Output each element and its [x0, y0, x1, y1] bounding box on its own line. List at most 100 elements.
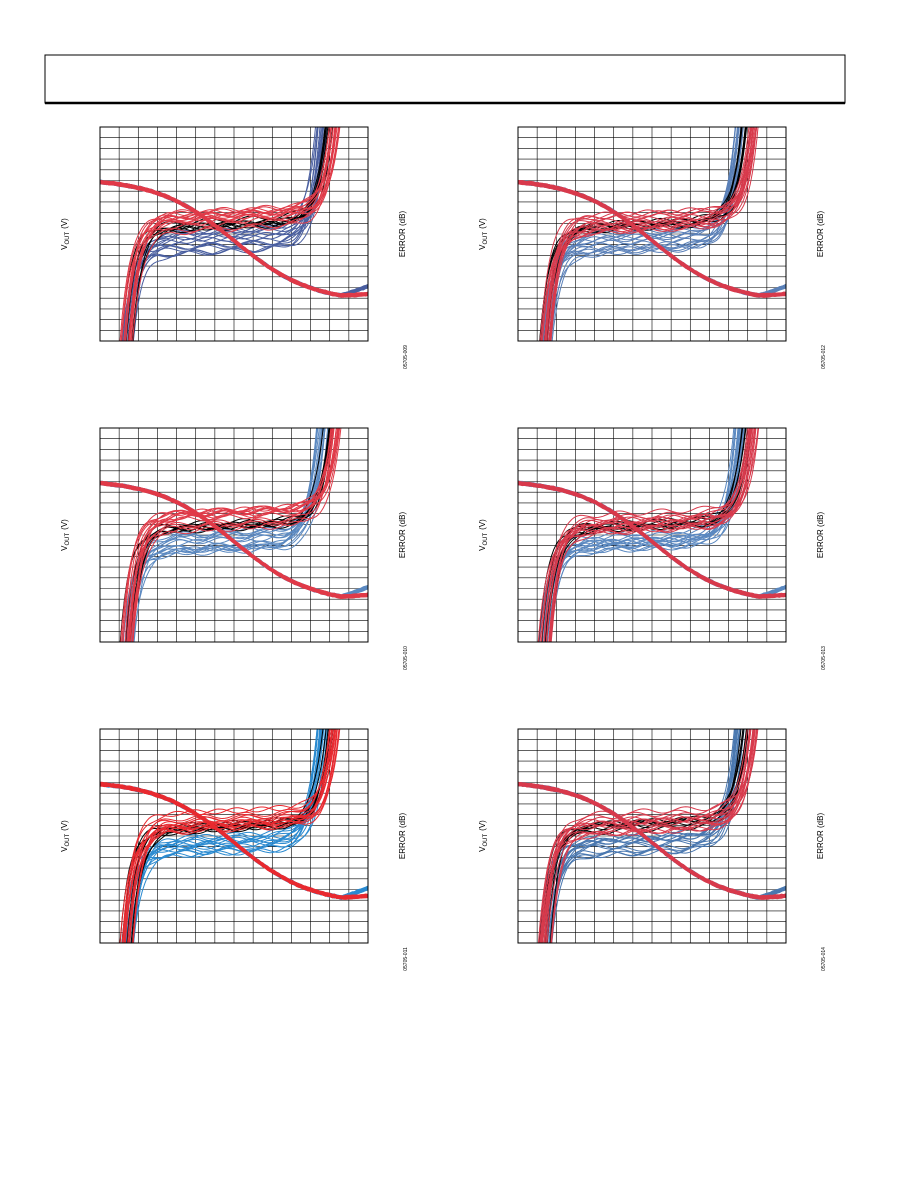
label-main: V: [60, 244, 69, 250]
vout-curve: [125, 127, 332, 341]
vout-curve: [127, 428, 332, 642]
y-axis-label: VOUT (V): [60, 519, 71, 551]
vout-curve: [545, 428, 735, 642]
vout-curve: [550, 127, 752, 341]
vout-curve: [132, 127, 321, 341]
vout-curve: [119, 729, 333, 943]
vout-curve: [549, 127, 736, 341]
vout-curve: [127, 428, 332, 642]
vout-curve: [550, 127, 740, 341]
y2-axis-label: ERROR (dB): [398, 211, 407, 258]
vout-curve: [125, 127, 337, 341]
label-unit: (V): [60, 820, 69, 831]
curves: [100, 127, 368, 341]
vout-curve: [545, 428, 749, 642]
vout-curve: [544, 428, 741, 642]
vout-curve: [132, 428, 339, 642]
vout-curve: [130, 428, 320, 642]
vout-curve: [549, 729, 740, 943]
vout-curve: [127, 428, 341, 642]
vout-curve: [540, 127, 756, 341]
vout-curve: [131, 428, 330, 642]
label-sub: OUT: [65, 834, 71, 847]
label-main: V: [478, 545, 487, 551]
vout-curve: [542, 729, 751, 943]
vout-curve: [128, 428, 324, 642]
vout-curve: [124, 428, 340, 642]
error-curve: [100, 480, 368, 596]
curves: [518, 729, 786, 943]
vout-curve: [551, 729, 737, 943]
error-curve: [100, 179, 368, 295]
vout-curve: [540, 428, 742, 642]
vout-curve: [549, 428, 751, 642]
vout-curve: [132, 127, 336, 341]
vout-curve: [540, 428, 743, 642]
figure-code: 05705-014: [821, 947, 827, 971]
vout-curve: [539, 428, 757, 642]
vout-curve: [125, 127, 334, 341]
curves: [100, 729, 368, 943]
vout-curve: [545, 428, 750, 642]
vout-curve: [127, 428, 326, 642]
label-unit: (V): [478, 820, 487, 831]
vout-curve: [548, 428, 753, 642]
vout-curve: [542, 127, 740, 341]
plot-frame: [99, 126, 369, 342]
vout-curve: [546, 428, 743, 642]
label-main: V: [60, 846, 69, 852]
vout-curve: [545, 127, 759, 341]
vout-curve: [123, 729, 333, 943]
label-sub: OUT: [483, 533, 489, 546]
vout-curve: [550, 428, 754, 642]
label-main: V: [60, 545, 69, 551]
y-axis-label: VOUT (V): [60, 820, 71, 852]
vout-curve: [121, 428, 318, 642]
vout-curve: [128, 428, 332, 642]
y-axis-label: VOUT (V): [60, 218, 71, 250]
vout-curve: [127, 729, 338, 943]
vout-curve: [550, 428, 751, 642]
vout-curve: [126, 428, 319, 642]
vout-curve: [132, 428, 339, 642]
plot-frame: [99, 728, 369, 944]
vout-curve: [128, 127, 340, 341]
vout-curve: [544, 428, 740, 642]
vout-curve: [122, 428, 324, 642]
vout-curve: [131, 428, 339, 642]
header-box: [44, 54, 846, 104]
label-unit: (V): [478, 519, 487, 530]
vout-curve: [125, 428, 333, 642]
vout-curve: [538, 428, 740, 642]
vout-curve: [546, 428, 743, 642]
vout-curve: [132, 729, 330, 943]
vout-curve: [538, 428, 752, 642]
vout-curve: [544, 729, 759, 943]
vout-curve: [549, 428, 744, 642]
y-axis-label: VOUT (V): [478, 218, 489, 250]
vout-curve: [549, 428, 751, 642]
vout-curve: [546, 729, 744, 943]
vout-curve: [550, 127, 738, 341]
error-curve: [518, 480, 786, 596]
vout-curve: [540, 428, 760, 642]
error-curve: [100, 781, 368, 897]
vout-curve: [129, 428, 337, 642]
vout-curve: [127, 428, 335, 642]
label-sub: OUT: [65, 232, 71, 245]
vout-curve: [120, 428, 338, 642]
vout-curve: [541, 729, 754, 943]
label-sub: OUT: [65, 533, 71, 546]
vout-curve: [122, 428, 318, 642]
vout-curve: [133, 428, 323, 642]
vout-curve: [541, 428, 742, 642]
vout-curve: [537, 428, 756, 642]
vout-curve: [125, 428, 326, 642]
y-axis-label: VOUT (V): [478, 820, 489, 852]
label-main: V: [478, 846, 487, 852]
vout-curve: [542, 127, 736, 341]
vout-curve: [131, 127, 329, 341]
label-unit: (V): [60, 218, 69, 229]
chart: VOUT (V) ERROR (dB) 05705-013: [478, 427, 827, 670]
